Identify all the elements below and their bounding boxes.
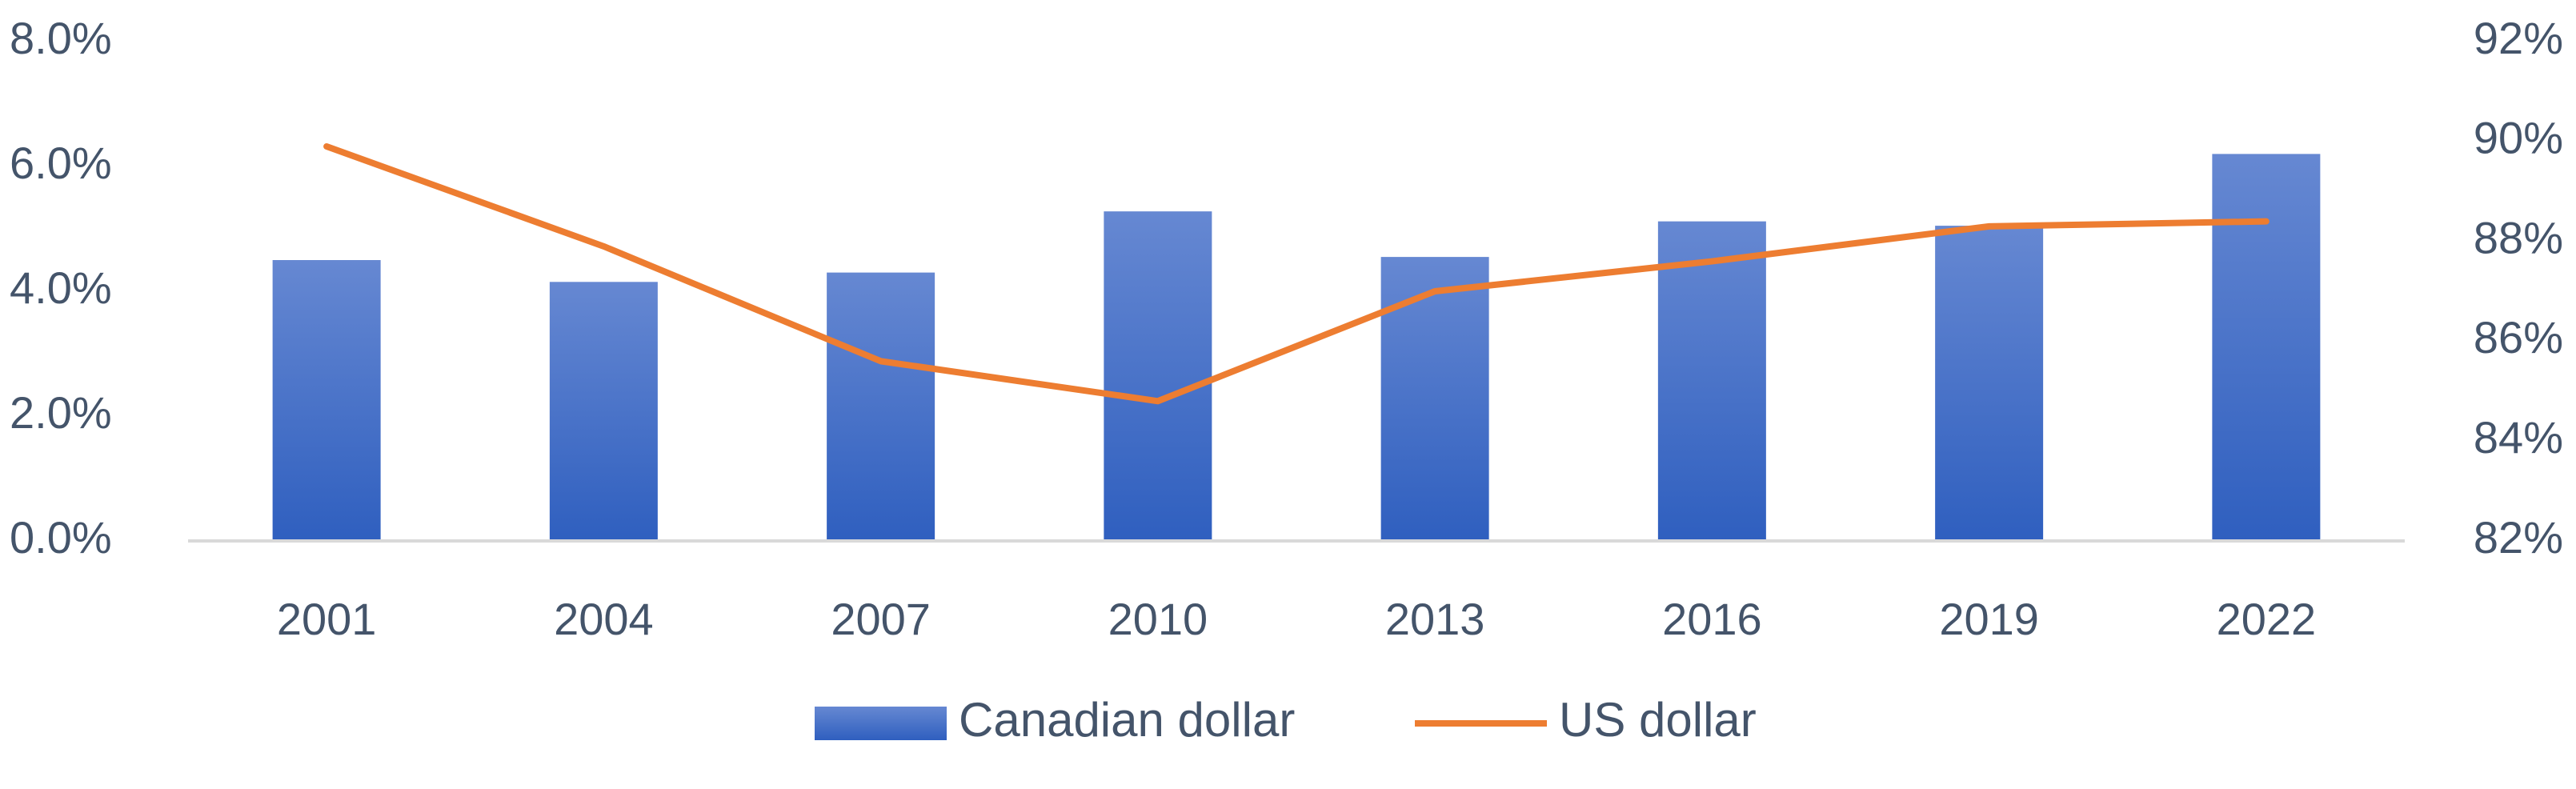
right-axis-tick-label: 90%: [2474, 113, 2563, 163]
x-axis-tick-label: 2022: [2217, 594, 2317, 644]
line-us-dollar: [323, 143, 2270, 405]
bar-series-canadian-dollar: [272, 154, 2321, 541]
right-axis-tick-label: 82%: [2474, 512, 2563, 563]
bar-canadian-dollar-2001: [272, 260, 381, 541]
left-axis-tick-labels: 0.0% 2.0% 4.0% 6.0% 8.0%: [10, 13, 112, 563]
bar-canadian-dollar-2010: [1104, 211, 1212, 541]
x-axis-tick-label: 2007: [831, 594, 931, 644]
x-axis-tick-label: 2004: [554, 594, 654, 644]
right-axis-tick-label: 88%: [2474, 212, 2563, 262]
legend-swatch-canadian-dollar: [815, 707, 947, 740]
bar-canadian-dollar-2007: [827, 272, 935, 541]
left-axis-tick-label: 0.0%: [10, 512, 112, 563]
legend: Canadian dollar US dollar: [815, 693, 1757, 747]
x-axis-tick-labels: 2001 2004 2007 2010 2013 2016 2019 2022: [277, 594, 2316, 644]
legend-label-us-dollar: US dollar: [1559, 693, 1757, 747]
left-axis-tick-label: 2.0%: [10, 387, 112, 438]
legend-label-canadian-dollar: Canadian dollar: [959, 693, 1295, 747]
x-axis-tick-label: 2001: [277, 594, 377, 644]
right-axis-tick-labels: 82% 84% 86% 88% 90% 92%: [2474, 13, 2563, 563]
left-axis-tick-label: 6.0%: [10, 138, 112, 188]
right-axis-tick-label: 92%: [2474, 13, 2563, 63]
x-axis-tick-label: 2010: [1108, 594, 1208, 644]
left-axis-tick-label: 4.0%: [10, 262, 112, 313]
right-axis-tick-label: 84%: [2474, 412, 2563, 463]
bar-canadian-dollar-2019: [1935, 226, 2044, 541]
bar-canadian-dollar-2016: [1657, 221, 1766, 541]
left-axis-tick-label: 8.0%: [10, 13, 112, 63]
bar-canadian-dollar-2013: [1380, 257, 1489, 541]
x-axis-tick-label: 2019: [1939, 594, 2039, 644]
x-axis-tick-label: 2016: [1662, 594, 1762, 644]
bar-canadian-dollar-2022: [2212, 154, 2321, 541]
bar-canadian-dollar-2004: [549, 282, 658, 541]
x-axis-tick-label: 2013: [1385, 594, 1485, 644]
right-axis-tick-label: 86%: [2474, 312, 2563, 362]
line-series-us-dollar: [323, 143, 2270, 405]
